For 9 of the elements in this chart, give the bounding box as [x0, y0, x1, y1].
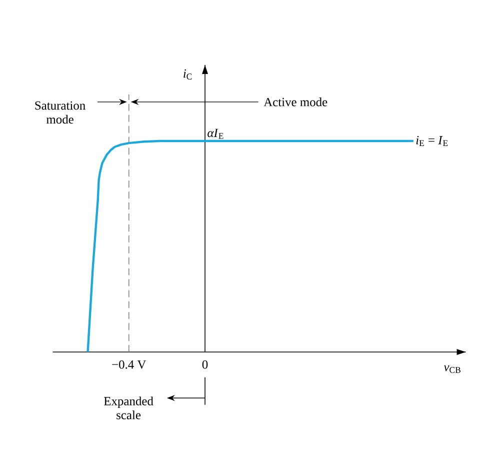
text: Active mode: [264, 98, 328, 106]
y-axis-title: i$_{C}$: [184, 69, 192, 80]
text: Saturation mode: [35, 101, 86, 124]
annotation: αI$_{E}$: [208, 128, 224, 139]
x-tick-label: 0: [202, 360, 208, 369]
text: Expanded scale: [104, 396, 154, 420]
x-tick-label: −0.4 V: [112, 360, 146, 369]
x-axis-title: v$_{CB}$: [444, 365, 460, 373]
series-label: i$_{E}$ = I$_{E}$: [416, 136, 448, 146]
